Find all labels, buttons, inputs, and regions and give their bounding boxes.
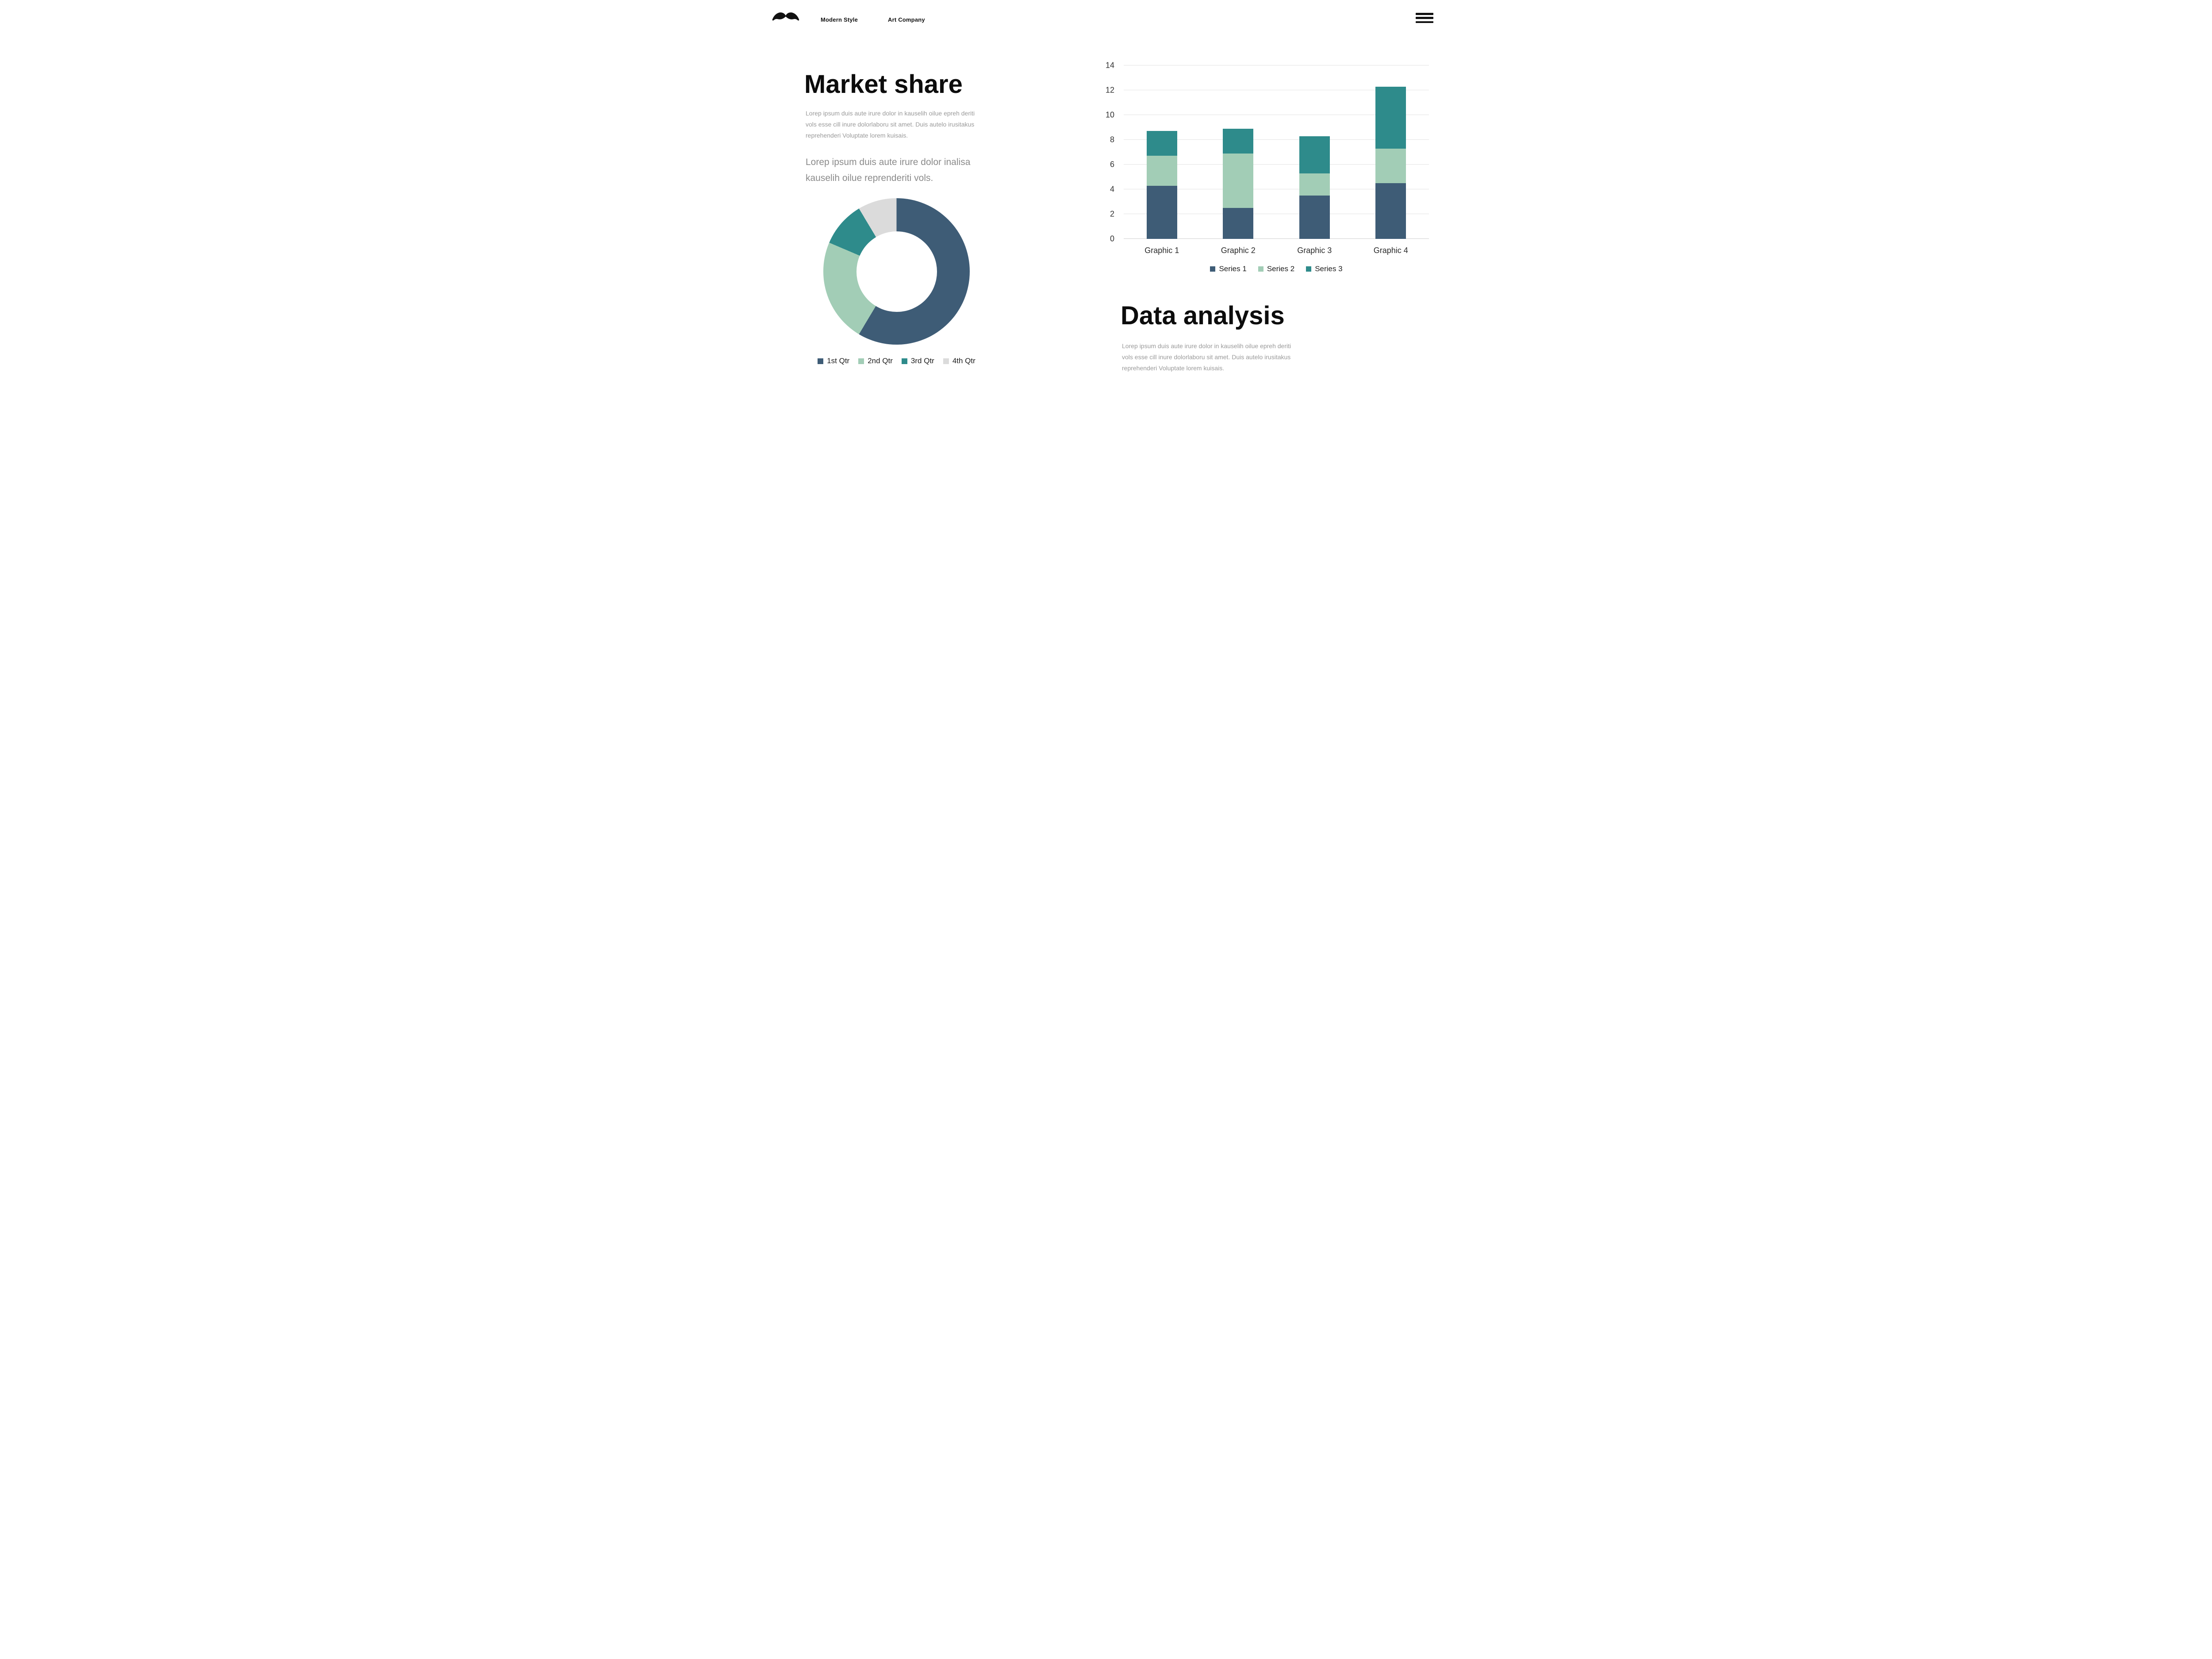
- y-tick-label: 10: [1105, 110, 1114, 119]
- x-tick-label: Graphic 2: [1221, 246, 1256, 255]
- gridline: [1124, 238, 1429, 239]
- legend-swatch: [858, 358, 864, 364]
- stacked-bar: [1375, 65, 1406, 239]
- legend-item: Series 2: [1258, 265, 1294, 273]
- legend-label: 1st Qtr: [827, 357, 850, 365]
- legend-label: Series 1: [1219, 265, 1247, 273]
- data-analysis-title: Data analysis: [1121, 301, 1285, 330]
- stacked-bar: [1146, 65, 1177, 239]
- x-tick-label: Graphic 4: [1373, 246, 1408, 255]
- data-analysis-paragraph: Lorep ipsum duis aute irure dolor in kau…: [1122, 342, 1291, 372]
- legend-swatch: [943, 358, 949, 364]
- legend-item: 1st Qtr: [818, 357, 849, 365]
- y-axis: 0 2 4 6 8 10 12 14: [1086, 61, 1114, 243]
- gridline: [1124, 164, 1429, 165]
- legend-swatch: [818, 358, 824, 364]
- bar-segment: [1375, 148, 1406, 183]
- bar-segment: [1299, 173, 1330, 196]
- legend-swatch: [1306, 266, 1312, 272]
- bar-segment: [1146, 131, 1177, 156]
- legend-label: 2nd Qtr: [868, 357, 893, 365]
- menu-bar: [1416, 13, 1433, 15]
- bar-segment: [1375, 183, 1406, 239]
- y-tick-label: 14: [1105, 61, 1114, 70]
- legend-item: Series 1: [1210, 265, 1247, 273]
- bar-chart: [1124, 65, 1429, 239]
- bar-segment: [1146, 185, 1177, 239]
- legend-swatch: [1210, 266, 1216, 272]
- bars: [1124, 65, 1429, 239]
- bar-segment: [1223, 208, 1254, 239]
- donut-chart-hole: [856, 231, 937, 312]
- stacked-bar: [1223, 65, 1254, 239]
- legend-item: Series 3: [1306, 265, 1343, 273]
- legend-item: 2nd Qtr: [858, 357, 893, 365]
- x-tick-label: Graphic 1: [1144, 246, 1179, 255]
- legend-label: Series 2: [1267, 265, 1295, 273]
- y-tick-label: 0: [1110, 234, 1114, 243]
- stacked-bar: [1299, 65, 1330, 239]
- y-tick-label: 12: [1105, 85, 1114, 95]
- y-tick-label: 6: [1110, 160, 1114, 169]
- donut-legend: 1st Qtr 2nd Qtr 3rd Qtr 4th Qtr: [810, 357, 983, 365]
- legend-swatch: [901, 358, 907, 364]
- bar-legend: Series 1 Series 2 Series 3: [1124, 265, 1429, 273]
- bar-segment: [1223, 153, 1254, 208]
- bar-segment: [1299, 196, 1330, 239]
- bar-segment: [1146, 156, 1177, 186]
- gridline: [1124, 139, 1429, 140]
- legend-item: 3rd Qtr: [901, 357, 934, 365]
- market-share-subtext: Lorep ipsum duis aute irure dolor inalis…: [806, 157, 971, 183]
- x-tick-label: Graphic 3: [1297, 246, 1332, 255]
- y-tick-label: 8: [1110, 135, 1114, 144]
- mustache-logo-icon[interactable]: [772, 11, 800, 23]
- hamburger-menu-icon[interactable]: [1416, 13, 1433, 23]
- legend-item: 4th Qtr: [943, 357, 975, 365]
- legend-label: 3rd Qtr: [910, 357, 934, 365]
- bar-segment: [1299, 136, 1330, 173]
- market-share-title: Market share: [804, 69, 963, 99]
- menu-bar: [1416, 21, 1433, 23]
- brand-name-primary: Modern Style: [821, 16, 858, 23]
- legend-swatch: [1258, 266, 1263, 272]
- x-axis-labels: Graphic 1 Graphic 2 Graphic 3 Graphic 4: [1124, 246, 1429, 255]
- y-tick-label: 4: [1110, 184, 1114, 194]
- donut-chart: [823, 198, 970, 345]
- legend-label: Series 3: [1315, 265, 1343, 273]
- slide: Modern Style Art Company Market share Lo…: [752, 0, 1460, 398]
- y-tick-label: 2: [1110, 209, 1114, 219]
- market-share-paragraph: Lorep ipsum duis aute irure dolor in kau…: [806, 110, 975, 139]
- menu-bar: [1416, 17, 1433, 19]
- brand-name-secondary: Art Company: [888, 16, 925, 23]
- bar-segment: [1375, 86, 1406, 149]
- legend-label: 4th Qtr: [952, 357, 975, 365]
- bar-segment: [1223, 128, 1254, 154]
